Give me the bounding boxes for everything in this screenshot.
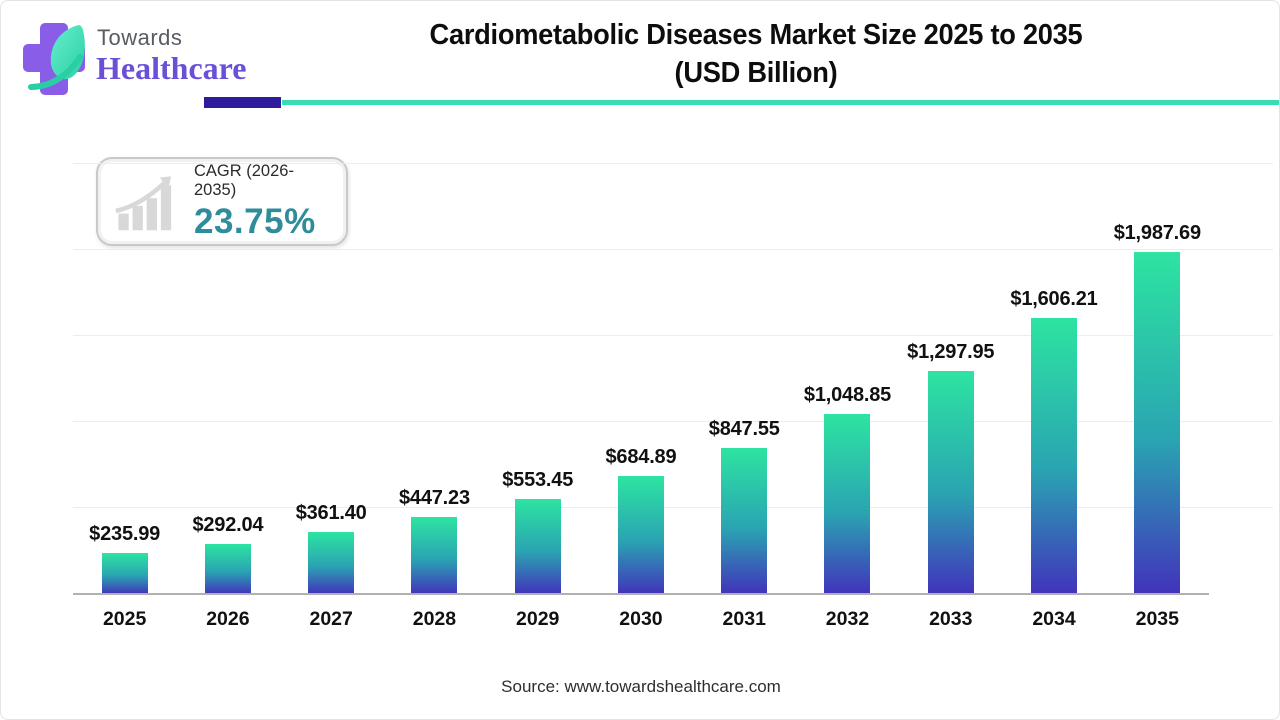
- cagr-label: CAGR (2026-2035): [194, 161, 294, 199]
- bar-group: $447.23: [383, 164, 486, 594]
- page-title-line2: (USD Billion): [674, 57, 838, 89]
- cagr-badge: CAGR (2026-2035) 23.75%: [96, 157, 348, 246]
- bar-value-label: $235.99: [89, 523, 161, 546]
- x-axis-label: 2035: [1135, 608, 1179, 630]
- bar-value-label: $1,606.21: [1010, 287, 1098, 310]
- gridline: [73, 249, 1273, 250]
- bar-group: $1,048.85: [796, 164, 899, 594]
- x-axis-label: 2025: [102, 608, 147, 630]
- bar-value-label: $1,987.69: [1113, 222, 1201, 245]
- x-axis-label: 2029: [516, 608, 560, 630]
- brand-name-towards: Towards: [97, 25, 183, 50]
- bar-group: $684.89: [589, 164, 692, 594]
- x-axis-label: 2028: [412, 608, 457, 630]
- page-title-line1: Cardiometabolic Diseases Market Size 202…: [429, 19, 1083, 51]
- bar-value-label: $361.40: [295, 501, 367, 524]
- bar-2035: [1134, 252, 1181, 594]
- x-axis-label: 2030: [619, 608, 663, 630]
- bar-group: $553.45: [486, 164, 589, 594]
- bar-chart-plot-area: $235.99 $292.04 $361.40 $447.23 $553.45 $684.…: [73, 163, 1273, 594]
- bar-group: $1,297.95: [899, 164, 1002, 594]
- brand-name-healthcare: Healthcare: [96, 50, 247, 86]
- x-axis-label: 2026: [206, 608, 250, 630]
- bar-2025: [101, 553, 148, 594]
- cross-leaf-logo-icon: [23, 23, 85, 95]
- bar-value-label: $1,297.95: [907, 340, 995, 363]
- bar-group: $292.04: [176, 164, 279, 594]
- bar-value-label: $292.04: [192, 513, 264, 536]
- bar-value-label: $684.89: [605, 446, 677, 469]
- gridline: [73, 421, 1273, 422]
- bar-value-label: $847.55: [708, 418, 780, 441]
- bar-2029: [514, 498, 561, 594]
- bar-group: $361.40: [280, 164, 383, 594]
- bar-2033: [927, 370, 974, 594]
- cagr-texts: CAGR (2026-2035) 23.75%: [194, 162, 336, 242]
- bar-2027: [308, 531, 355, 594]
- bar-2032: [824, 413, 871, 594]
- bar-2026: [204, 543, 251, 594]
- page-title: Cardiometabolic Diseases Market Size 202…: [300, 16, 1212, 92]
- bar-value-label: $1,048.85: [803, 383, 892, 406]
- x-axis-label: 2032: [825, 608, 870, 630]
- bar-group: $235.99: [73, 164, 176, 594]
- cagr-value: 23.75%: [194, 201, 316, 241]
- bar-group: $1,606.21: [1002, 164, 1105, 594]
- bar-value-label: $553.45: [502, 468, 574, 491]
- bar-series: $235.99 $292.04 $361.40 $447.23 $553.45 $684.…: [73, 164, 1209, 594]
- header-underline-teal: [282, 100, 1279, 105]
- x-axis-label: 2034: [1032, 608, 1076, 630]
- growth-chart-icon: [115, 175, 172, 230]
- header-underline-indigo: [204, 97, 281, 108]
- bar-2028: [411, 517, 458, 594]
- bar-value-label: $447.23: [398, 487, 470, 510]
- bar-group: $847.55: [693, 164, 796, 594]
- bar-2031: [721, 448, 768, 594]
- x-axis-line: [73, 593, 1209, 595]
- bar-2030: [617, 476, 664, 594]
- x-axis-label: 2031: [722, 608, 766, 630]
- source-text: Source: www.towardshealthcare.com: [501, 677, 781, 696]
- gridline: [73, 163, 1273, 164]
- gridline: [73, 335, 1273, 336]
- bar-2034: [1031, 317, 1078, 594]
- x-axis-label: 2033: [929, 608, 973, 630]
- x-axis-label: 2027: [309, 608, 353, 630]
- x-axis-labels: 2025 2026 2027 2028 2029 2030 2031 2032 2033 2034…: [73, 608, 1209, 631]
- bar-group: $1,987.69: [1106, 164, 1209, 594]
- gridline: [73, 507, 1273, 508]
- towards-healthcare-logo: Towards Healthcare: [17, 13, 277, 105]
